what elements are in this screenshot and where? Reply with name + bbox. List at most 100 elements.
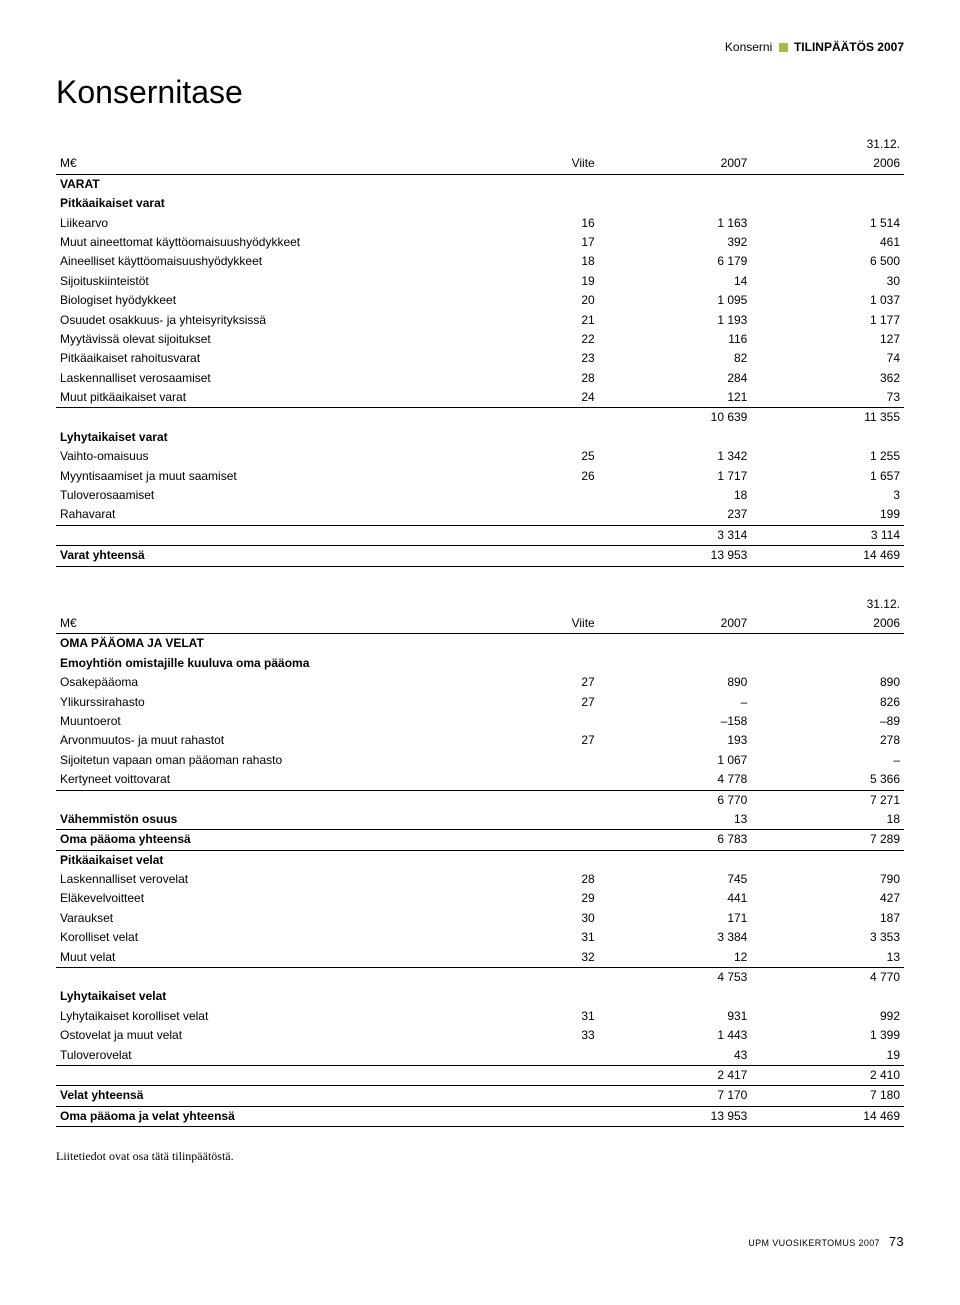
footer-text: UPM VUOSIKERTOMUS 2007 <box>748 1238 880 1248</box>
assets-total-v1: 13 953 <box>599 546 752 566</box>
table-row: Sijoituskiinteistöt191430 <box>56 272 904 291</box>
row-v1: 284 <box>599 369 752 388</box>
minority-v1: 13 <box>599 810 752 830</box>
row-v2: 1 037 <box>751 291 904 310</box>
row-label: Muut pitkäaikaiset varat <box>56 388 505 408</box>
row-v1: – <box>599 693 752 712</box>
row-v2: 5 366 <box>751 770 904 790</box>
parent-equity-sub-v2: 7 271 <box>751 790 904 810</box>
row-note: 16 <box>505 214 598 233</box>
row-v2: 362 <box>751 369 904 388</box>
table-row: Arvonmuutos- ja muut rahastot27193278 <box>56 731 904 750</box>
square-icon <box>779 43 788 52</box>
year2-header-2: 2006 <box>751 614 904 634</box>
liab-total-v2: 7 180 <box>751 1086 904 1106</box>
equity-liabilities-table: 31.12. M€ Viite 2007 2006 OMA PÄÄOMA JA … <box>56 595 904 1128</box>
row-v1: 82 <box>599 349 752 368</box>
row-label: Osuudet osakkuus- ja yhteisyrityksissä <box>56 311 505 330</box>
row-v2: 127 <box>751 330 904 349</box>
noncurrent-subtotal-v2: 11 355 <box>751 408 904 428</box>
row-v1: 1 193 <box>599 311 752 330</box>
row-label: Muut aineettomat käyttöomaisuushyödykkee… <box>56 233 505 252</box>
row-note: 26 <box>505 467 598 486</box>
row-label: Lyhytaikaiset korolliset velat <box>56 1007 505 1026</box>
currency-header-2: M€ <box>56 614 505 634</box>
table-row: Liikearvo161 1631 514 <box>56 214 904 233</box>
row-label: Biologiset hyödykkeet <box>56 291 505 310</box>
row-label: Eläkevelvoitteet <box>56 889 505 908</box>
row-label: Ylikurssirahasto <box>56 693 505 712</box>
date-header: 31.12. <box>751 135 904 154</box>
row-v1: 6 179 <box>599 252 752 271</box>
row-v2: 826 <box>751 693 904 712</box>
row-note: 21 <box>505 311 598 330</box>
row-note: 31 <box>505 928 598 947</box>
table-row: Laskennalliset verovelat28745790 <box>56 870 904 889</box>
row-v2: 187 <box>751 909 904 928</box>
row-v1: 3 384 <box>599 928 752 947</box>
row-label: Myyntisaamiset ja muut saamiset <box>56 467 505 486</box>
row-v1: 193 <box>599 731 752 750</box>
row-v2: 30 <box>751 272 904 291</box>
grand-total-v2: 14 469 <box>751 1106 904 1126</box>
row-label: Aineelliset käyttöomaisuushyödykkeet <box>56 252 505 271</box>
row-note: 27 <box>505 731 598 750</box>
note-header: Viite <box>505 154 598 174</box>
date-header-2: 31.12. <box>751 595 904 614</box>
row-v2: 3 353 <box>751 928 904 947</box>
row-note <box>505 751 598 770</box>
year2-header: 2006 <box>751 154 904 174</box>
equity-total-v2: 7 289 <box>751 830 904 850</box>
currency-header: M€ <box>56 154 505 174</box>
noncurrent-subtotal-v1: 10 639 <box>599 408 752 428</box>
row-v1: 4 778 <box>599 770 752 790</box>
row-label: Osakepääoma <box>56 673 505 692</box>
current-rows: Vaihto-omaisuus251 3421 255Myyntisaamise… <box>56 447 904 525</box>
page-title: Konsernitase <box>56 74 904 111</box>
row-label: Sijoituskiinteistöt <box>56 272 505 291</box>
row-note: 27 <box>505 673 598 692</box>
current-heading: Lyhytaikaiset varat <box>56 428 505 447</box>
page-footer: UPM VUOSIKERTOMUS 2007 73 <box>56 1234 904 1249</box>
row-note: 32 <box>505 948 598 968</box>
table-row: Ylikurssirahasto27–826 <box>56 693 904 712</box>
liab-total-v1: 7 170 <box>599 1086 752 1106</box>
current-liab-sub-v2: 2 410 <box>751 1065 904 1085</box>
table-row: Aineelliset käyttöomaisuushyödykkeet186 … <box>56 252 904 271</box>
row-v1: 1 717 <box>599 467 752 486</box>
year1-header: 2007 <box>599 154 752 174</box>
table-row: Rahavarat237199 <box>56 505 904 525</box>
row-v2: 1 399 <box>751 1026 904 1045</box>
row-note: 20 <box>505 291 598 310</box>
table-row: Ostovelat ja muut velat331 4431 399 <box>56 1026 904 1045</box>
row-v2: 992 <box>751 1007 904 1026</box>
table-row: Kertyneet voittovarat4 7785 366 <box>56 770 904 790</box>
row-v1: 14 <box>599 272 752 291</box>
equity-total-v1: 6 783 <box>599 830 752 850</box>
row-label: Liikearvo <box>56 214 505 233</box>
table-row: Eläkevelvoitteet29441427 <box>56 889 904 908</box>
row-note: 28 <box>505 369 598 388</box>
row-note <box>505 712 598 731</box>
table-row: Muut velat321213 <box>56 948 904 968</box>
minority-label: Vähemmistön osuus <box>56 810 505 830</box>
table-row: Korolliset velat313 3843 353 <box>56 928 904 947</box>
current-subtotal-v1: 3 314 <box>599 525 752 545</box>
row-v2: 890 <box>751 673 904 692</box>
row-label: Muut velat <box>56 948 505 968</box>
row-label: Laskennalliset verovelat <box>56 870 505 889</box>
table-row: Lyhytaikaiset korolliset velat31931992 <box>56 1007 904 1026</box>
assets-total-v2: 14 469 <box>751 546 904 566</box>
equity-total-label: Oma pääoma yhteensä <box>56 830 505 850</box>
row-v2: 1 177 <box>751 311 904 330</box>
table-row: Pitkäaikaiset rahoitusvarat238274 <box>56 349 904 368</box>
assets-section-title: VARAT <box>56 174 505 194</box>
breadcrumb: Konserni TILINPÄÄTÖS 2007 <box>56 40 904 54</box>
table-row: Tuloverovelat4319 <box>56 1046 904 1066</box>
eqliab-section-title: OMA PÄÄOMA JA VELAT <box>56 634 505 654</box>
row-v1: 171 <box>599 909 752 928</box>
row-label: Varaukset <box>56 909 505 928</box>
row-v1: 237 <box>599 505 752 525</box>
row-label: Ostovelat ja muut velat <box>56 1026 505 1045</box>
row-note <box>505 770 598 790</box>
